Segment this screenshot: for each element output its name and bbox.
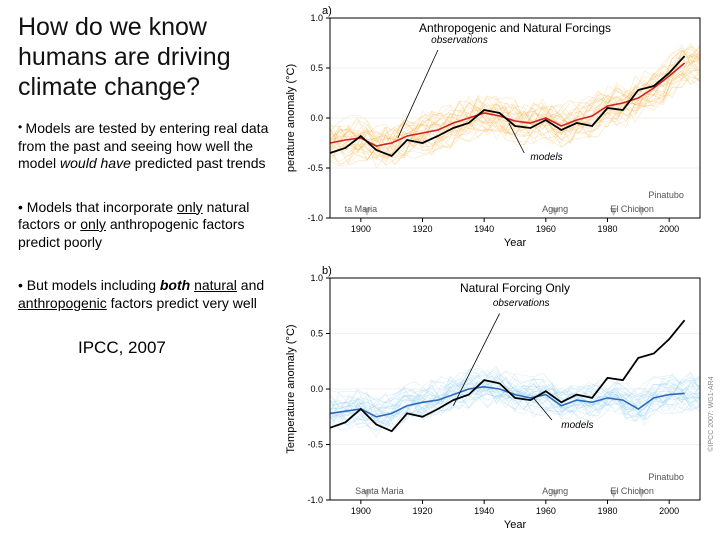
svg-text:perature anomaly (°C): perature anomaly (°C) [285,64,297,172]
svg-text:0.0: 0.0 [310,113,323,123]
svg-text:Anthropogenic and Natural Forc: Anthropogenic and Natural Forcings [419,21,611,35]
svg-text:-1.0: -1.0 [307,495,323,505]
bullet-3-text-a: But models including [27,277,160,293]
left-column: How do we know humans are driving climat… [0,0,280,540]
svg-text:Agung: Agung [542,204,568,214]
bullet-3: • But models including both natural and … [18,277,270,312]
svg-text:El Chichon: El Chichon [610,486,654,496]
bullet-3-text-g: factors predict very well [107,295,257,311]
bullet-2: • Models that incorporate only natural f… [18,199,270,252]
svg-text:1960: 1960 [536,506,556,516]
svg-text:Natural Forcing Only: Natural Forcing Only [460,281,570,295]
bullet-3-text-f: anthropogenic [18,295,107,311]
svg-text:1940: 1940 [474,224,494,234]
svg-text:models: models [530,152,562,163]
slide-title: How do we know humans are driving climat… [18,12,270,102]
bullet-2-text-d: only [80,216,106,232]
svg-text:Pinatubo: Pinatubo [648,472,684,482]
svg-text:ta Maria: ta Maria [345,204,378,214]
svg-text:©IPCC 2007: WG1-AR4: ©IPCC 2007: WG1-AR4 [707,376,715,451]
chart-a: -1.0-0.50.00.51.019001920194019601980200… [280,0,720,264]
svg-text:Temperature anomaly (°C): Temperature anomaly (°C) [285,324,297,453]
svg-text:El Chichon: El Chichon [610,204,654,214]
citation: IPCC, 2007 [78,338,270,358]
slide: How do we know humans are driving climat… [0,0,720,540]
svg-text:1980: 1980 [597,224,617,234]
svg-text:a): a) [322,5,332,17]
bullet-3-text-b: both [160,277,190,293]
svg-text:1960: 1960 [536,224,556,234]
svg-text:Pinatubo: Pinatubo [648,190,684,200]
svg-text:1920: 1920 [412,506,432,516]
svg-text:Year: Year [504,519,527,531]
svg-text:b): b) [322,265,332,277]
svg-text:1920: 1920 [412,224,432,234]
svg-text:2000: 2000 [659,224,679,234]
bullet-3-text-e: and [237,277,264,293]
svg-text:observations: observations [493,298,550,309]
svg-text:-0.5: -0.5 [307,163,323,173]
svg-text:2000: 2000 [659,506,679,516]
svg-text:-1.0: -1.0 [307,213,323,223]
svg-text:1900: 1900 [351,224,371,234]
svg-text:1900: 1900 [351,506,371,516]
svg-text:models: models [561,420,593,431]
svg-text:Agung: Agung [542,486,568,496]
bullet-2-text-b: only [177,199,203,215]
bullet-2-text-a: Models that incorporate [27,199,177,215]
svg-text:1980: 1980 [597,506,617,516]
chart-b: -1.0-0.50.00.51.019001920194019601980200… [280,264,720,540]
svg-text:0.5: 0.5 [310,329,323,339]
svg-text:-0.5: -0.5 [307,440,323,450]
bullet-1-text-c: predicted past trends [131,155,266,171]
svg-text:1940: 1940 [474,506,494,516]
bullet-1: • Models are tested by entering real dat… [18,120,270,173]
svg-text:observations: observations [431,35,488,46]
svg-text:0.0: 0.0 [310,384,323,394]
bullet-3-text-d: natural [194,277,237,293]
svg-text:Year: Year [504,237,527,249]
svg-text:Santa Maria: Santa Maria [355,486,404,496]
charts-column: -1.0-0.50.00.51.019001920194019601980200… [280,0,720,540]
bullet-1-text-b: would have [60,155,131,171]
svg-text:0.5: 0.5 [310,63,323,73]
